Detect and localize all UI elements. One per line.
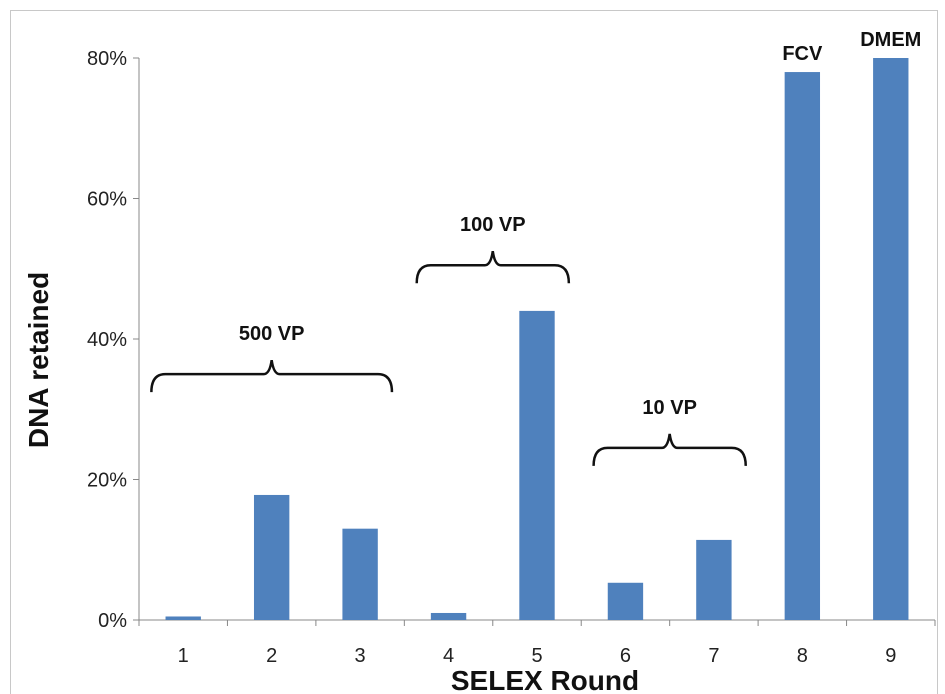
group-bracket — [592, 433, 747, 466]
y-tick-label: 40% — [87, 329, 127, 351]
bar — [873, 58, 909, 620]
bar — [165, 616, 201, 620]
y-tick-label: 60% — [87, 189, 127, 211]
chart-annotations: FCV DMEM 500 VP 100 VP 10 VP — [150, 29, 921, 466]
x-tick-label: 8 — [797, 645, 808, 667]
x-tick-label: 7 — [708, 645, 719, 667]
bar — [607, 582, 644, 620]
y-tick-label: 20% — [87, 470, 127, 492]
x-tick-label: 6 — [620, 645, 631, 667]
bar-label: FCV — [782, 43, 823, 65]
x-tick-label: 4 — [443, 645, 454, 667]
y-tick-label: 0% — [98, 610, 127, 632]
x-tick-label: 2 — [266, 645, 277, 667]
group-bracket — [150, 359, 394, 393]
x-tick-label: 5 — [531, 645, 542, 667]
y-tick-label: 80% — [87, 48, 127, 70]
chart-axes: 0% 20% 40% 60% 80% 1 2 3 4 5 6 7 8 9 — [87, 48, 936, 667]
y-axis-title: DNA retained — [23, 272, 54, 448]
bar — [784, 72, 821, 621]
bar-label: DMEM — [860, 29, 921, 51]
bar — [519, 310, 555, 620]
chart-frame — [10, 10, 938, 694]
bar — [342, 528, 378, 620]
chart-bars — [165, 58, 909, 621]
bar — [430, 612, 467, 620]
x-tick-label: 3 — [355, 645, 366, 667]
group-label: 100 VP — [460, 214, 526, 236]
bar — [253, 494, 290, 620]
bar — [696, 539, 732, 620]
x-tick-label: 9 — [885, 645, 896, 667]
group-label: 10 VP — [642, 397, 696, 419]
group-label: 500 VP — [239, 323, 305, 345]
group-bracket — [415, 251, 571, 284]
x-axis-title: SELEX Round — [451, 665, 639, 694]
x-tick-label: 1 — [178, 645, 189, 667]
